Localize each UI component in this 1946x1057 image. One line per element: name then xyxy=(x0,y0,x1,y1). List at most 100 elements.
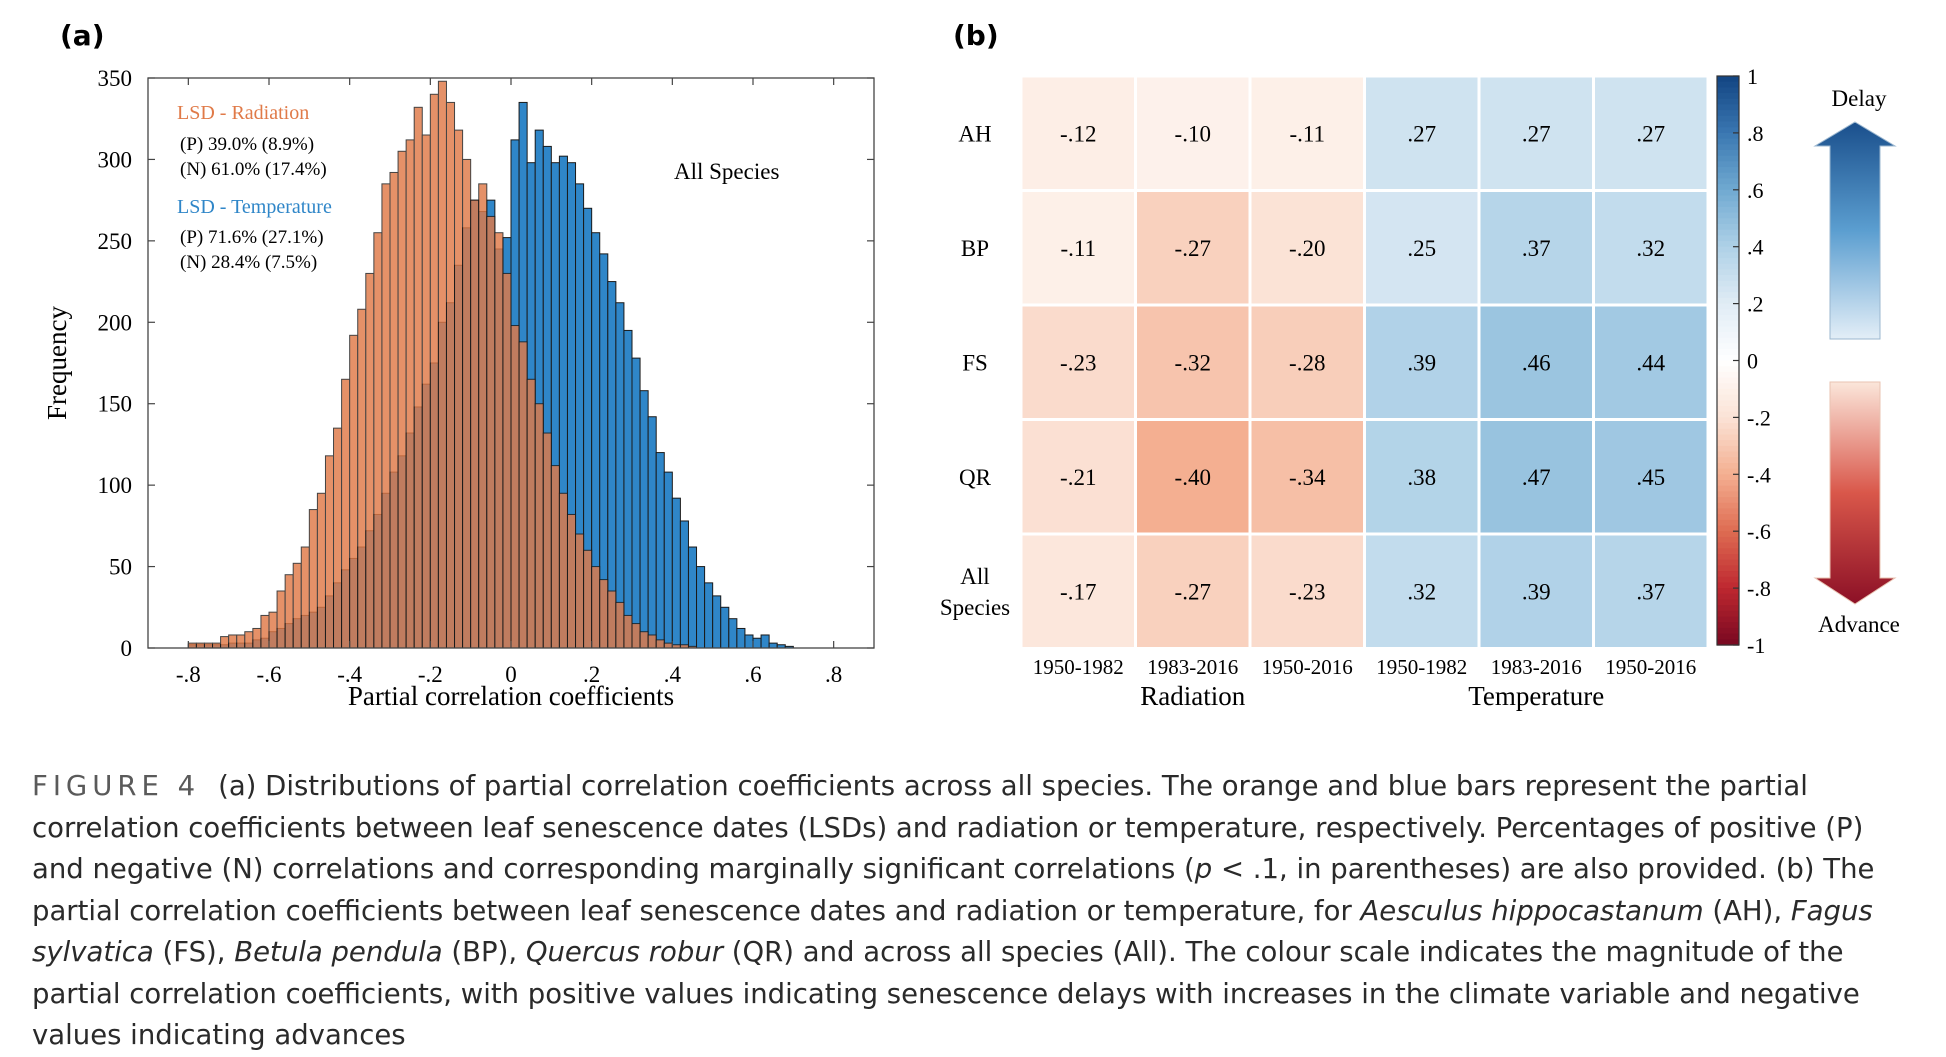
heatmap-axis-labels: AH BP FS QR All Species 1950-1982 1983-2016 1950… xyxy=(940,121,1696,711)
colorbar-segment xyxy=(1717,189,1739,197)
colorbar-segment xyxy=(1717,195,1739,202)
heatmap-cell xyxy=(1019,303,1137,421)
colorbar-segment xyxy=(1717,167,1739,174)
histogram-bar xyxy=(696,566,706,649)
histogram-bar xyxy=(502,272,512,649)
colorbar-segment xyxy=(1717,400,1739,407)
x-tick-label: 0 xyxy=(505,662,517,687)
heatmap-cell-value: -.20 xyxy=(1289,236,1325,261)
heatmap-cell xyxy=(1134,532,1252,650)
colorbar-segment xyxy=(1717,297,1739,305)
y-tick-label: 250 xyxy=(98,229,133,254)
heatmap-cell-value: .45 xyxy=(1636,465,1665,490)
caption-text-1: (a) Distributions of partial correlation… xyxy=(32,770,1864,885)
histogram-x-axis-label: Partial correlation coefficients xyxy=(348,681,674,711)
colorbar-segment xyxy=(1717,229,1739,236)
colorbar-segment xyxy=(1717,314,1739,322)
heatmap-cell-value: .27 xyxy=(1522,121,1551,146)
colorbar-segment xyxy=(1717,320,1739,327)
legend-temperature-title: LSD - Temperature xyxy=(177,196,332,218)
colorbar-segment xyxy=(1717,332,1739,339)
heatmap-column-label: 1950-1982 xyxy=(1376,655,1467,679)
colorbar-segment xyxy=(1717,388,1739,396)
heatmap-cell-value: -.27 xyxy=(1175,236,1211,261)
histogram-bars xyxy=(187,80,794,649)
histogram-bar xyxy=(316,492,326,649)
colorbar-segment xyxy=(1717,121,1739,128)
histogram-bar xyxy=(631,357,641,649)
panel-a-label: (a) xyxy=(60,19,105,52)
colorbar-tick-label: 0 xyxy=(1747,349,1758,374)
histogram-bar xyxy=(558,492,568,649)
histogram-bar xyxy=(760,634,770,649)
histogram-bar xyxy=(510,325,520,649)
colorbar-segment xyxy=(1717,246,1739,253)
colorbar-segment xyxy=(1717,610,1739,618)
colorbar-segment xyxy=(1717,98,1739,106)
histogram-bar xyxy=(623,329,633,649)
colorbar-segment xyxy=(1717,292,1739,299)
colorbar-segment xyxy=(1717,144,1739,151)
histogram-bar xyxy=(195,642,205,649)
histogram-bar xyxy=(470,199,480,649)
colorbar-segment xyxy=(1717,93,1739,100)
heatmap-row-label: FS xyxy=(962,350,988,375)
heatmap-cell-value: .32 xyxy=(1636,236,1665,261)
colorbar-segment xyxy=(1717,474,1739,481)
histogram-bar xyxy=(324,455,335,649)
colorbar-segment xyxy=(1717,383,1739,390)
colorbar-segment xyxy=(1717,161,1739,168)
heatmap-row-label: Species xyxy=(940,595,1010,620)
histogram-bar xyxy=(615,302,625,649)
colorbar-segment xyxy=(1717,206,1739,214)
colorbar-segment xyxy=(1717,360,1739,367)
histogram-bar xyxy=(413,106,423,649)
colorbar-segment xyxy=(1717,462,1739,470)
caption-species-qr: Quercus robur xyxy=(525,936,724,968)
colorbar-segment xyxy=(1717,132,1739,140)
colorbar-segment xyxy=(1717,275,1739,282)
histogram-bar xyxy=(542,432,552,649)
colorbar-segment xyxy=(1717,519,1739,527)
colorbar-segment xyxy=(1717,411,1739,418)
colorbar-segment xyxy=(1717,428,1739,436)
heatmap-cell xyxy=(1363,74,1481,192)
colorbar-segment xyxy=(1717,212,1739,219)
x-tick-label: -.8 xyxy=(176,662,201,687)
colorbar-segment xyxy=(1717,366,1739,373)
heatmap-cell xyxy=(1477,74,1595,192)
colorbar-segment xyxy=(1717,582,1739,589)
histogram-bar xyxy=(647,634,657,649)
caption-text-5: (BP), xyxy=(442,936,526,968)
histogram-bar xyxy=(550,465,560,649)
histogram-bar xyxy=(534,403,544,649)
heatmap-cells: -.12 -.10 -.11 .27 .27 .27 -.11 -.27 -.20 .25 .37.… xyxy=(1019,74,1710,650)
heatmap-cell-value: -.21 xyxy=(1060,465,1096,490)
histogram-bar xyxy=(631,623,641,649)
x-tick-label: .2 xyxy=(583,662,600,687)
histogram-bar xyxy=(341,378,351,649)
x-tick-label: -.6 xyxy=(257,662,282,687)
colorbar-segment xyxy=(1717,525,1739,532)
colorbar-tick-label: -.8 xyxy=(1747,576,1771,601)
advance-label: Advance xyxy=(1818,612,1900,637)
colorbar-segment xyxy=(1717,286,1739,293)
colorbar-segment xyxy=(1717,514,1739,521)
heatmap-column-label: 1950-2016 xyxy=(1605,655,1696,679)
heatmap-cell xyxy=(1248,74,1366,192)
figure: (a) -.8 -.6 -.4 -.2 0.2.4.6.8050100150200250… xyxy=(42,19,1900,711)
caption-species-bp: Betula pendula xyxy=(234,936,443,968)
colorbar-segment xyxy=(1717,349,1739,356)
heatmap-group-label: Radiation xyxy=(1140,681,1245,711)
heatmap-cell-value: -.28 xyxy=(1289,350,1325,375)
colorbar-segment xyxy=(1717,337,1739,345)
heatmap-cell-value: .27 xyxy=(1636,121,1665,146)
delay-label: Delay xyxy=(1832,86,1887,111)
histogram-bar xyxy=(518,341,528,649)
colorbar-segment xyxy=(1717,633,1739,640)
colorbar-tick-label: .2 xyxy=(1747,292,1764,317)
colorbar-segment xyxy=(1717,553,1739,561)
histogram-bar xyxy=(228,634,238,649)
colorbar-segment xyxy=(1717,542,1739,549)
colorbar-segment xyxy=(1717,258,1739,265)
